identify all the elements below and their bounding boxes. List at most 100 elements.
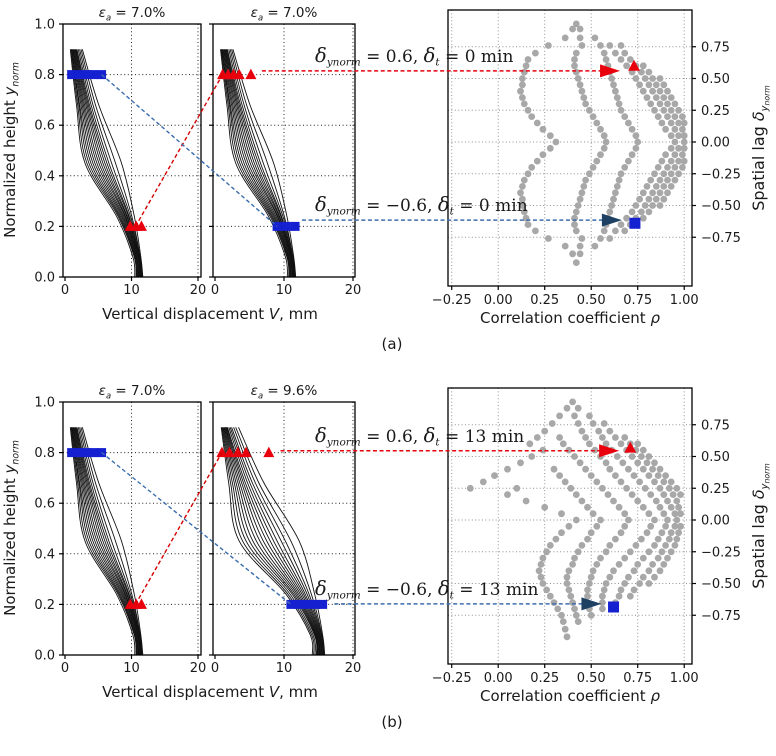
displacement-curve — [70, 427, 137, 656]
data-point — [621, 227, 629, 235]
plot-title-part: ε — [251, 383, 258, 399]
data-point — [539, 580, 547, 587]
data-point — [584, 503, 591, 511]
annotation-text-part: ynorm — [326, 436, 361, 448]
data-point — [645, 68, 653, 76]
x-axis-label-part: , mm — [279, 305, 318, 323]
data-point — [556, 434, 563, 441]
data-point — [606, 427, 614, 435]
y-tick-label: 0.2 — [34, 598, 55, 613]
data-point — [660, 491, 668, 498]
data-point — [576, 34, 584, 42]
data-point — [602, 138, 610, 146]
data-point — [576, 242, 584, 250]
displacement-curve — [231, 49, 296, 278]
data-point — [578, 189, 586, 197]
data-point — [589, 510, 597, 518]
data-point — [641, 202, 649, 209]
data-point — [606, 208, 614, 216]
red-triangle-marker — [223, 446, 235, 458]
x-axis-label-part: Vertical displacement — [102, 305, 269, 323]
scatter-x-axis-label-part: Correlation coefficient — [480, 309, 650, 327]
displacement-curve — [226, 427, 322, 656]
data-point — [576, 81, 584, 89]
displacement-curve — [228, 49, 295, 278]
data-point — [572, 49, 580, 57]
data-point — [667, 119, 675, 127]
y-tick-label: 0.6 — [34, 497, 55, 512]
blue-square-marker — [74, 70, 84, 80]
data-point — [602, 548, 610, 556]
displacement-curve — [225, 427, 320, 656]
line-plot-1: 0 10 20 1.0 0.8 0.6 0.4 0.2 0.0 εa = 7.0% — [34, 383, 206, 676]
data-point — [652, 497, 660, 505]
data-point — [578, 427, 586, 435]
red-triangle-marker — [232, 446, 244, 458]
data-point — [647, 100, 655, 108]
data-point — [591, 242, 599, 250]
data-point — [662, 522, 669, 530]
data-point — [649, 87, 656, 95]
data-point — [574, 420, 582, 427]
scatter-red-triangle-marker — [628, 59, 640, 71]
scatter-y-axis-label-part: y — [760, 483, 771, 490]
data-point — [578, 87, 586, 95]
panel-root: 0 10 201.00.80.60.40.20.0εa = 7.0%0 10 20εa … — [1, 383, 772, 731]
data-point — [576, 25, 584, 33]
displacement-curve — [72, 49, 140, 278]
data-point — [593, 157, 601, 165]
line-plot-1: 0 10 20 1.0 0.8 0.6 0.4 0.2 0.0 εa = 7.0% — [34, 5, 206, 298]
x-tick-label: 10 — [123, 283, 140, 298]
scatter-y-axis-label: Spatial lag δynorm — [749, 85, 772, 211]
data-point — [641, 75, 649, 82]
annotation-arrowhead — [581, 597, 602, 611]
scatter-x-tick-label: 0.75 — [623, 671, 652, 686]
data-point — [664, 176, 671, 184]
annotation-text-part: δ — [315, 577, 327, 600]
displacement-curve — [221, 427, 315, 656]
plot-title-part: ε — [99, 5, 106, 21]
data-point — [632, 144, 640, 152]
y-tick-label: 0.8 — [34, 446, 55, 461]
scatter-x-tick-label: 0.50 — [577, 293, 606, 308]
displacement-curve — [71, 49, 138, 278]
blue-diagonal-connector — [101, 74, 278, 227]
plot-title: εa = 9.6% — [251, 383, 318, 401]
data-point — [533, 157, 541, 165]
data-point — [599, 599, 606, 606]
data-point — [656, 503, 664, 511]
data-point — [569, 398, 576, 406]
data-point — [639, 189, 647, 197]
displacement-curve — [70, 49, 137, 278]
data-point — [565, 522, 573, 530]
blue-square-marker — [81, 70, 91, 80]
scatter-red-triangle-marker — [624, 441, 637, 453]
blue-square-marker — [286, 599, 296, 609]
data-point — [639, 573, 647, 581]
data-point — [645, 548, 653, 556]
annotation-text-part: t — [435, 436, 440, 448]
data-point — [671, 164, 679, 171]
data-point — [589, 567, 597, 575]
plot-title-part: = 7.0% — [111, 383, 165, 399]
data-point — [572, 227, 580, 235]
data-point — [621, 580, 629, 587]
data-point — [645, 81, 653, 89]
data-point — [574, 618, 582, 625]
blue-square-marker — [302, 599, 312, 609]
displacement-curve — [71, 427, 138, 656]
data-point — [628, 208, 636, 216]
data-point — [578, 542, 586, 549]
scatter-x-tick-label: 0.25 — [530, 671, 559, 686]
data-point — [572, 208, 580, 216]
red-triangle-marker — [233, 68, 245, 80]
data-point — [651, 542, 658, 549]
data-point — [649, 189, 656, 197]
scatter-y-axis-label-part: δ — [749, 489, 768, 499]
panel-b: 0 10 201.00.80.60.40.20.0εa = 7.0%0 10 20εa … — [1, 383, 772, 731]
data-point — [662, 125, 669, 133]
data-point — [565, 586, 573, 594]
data-point — [545, 42, 552, 49]
annotation-text-part: t — [435, 56, 440, 68]
data-point — [652, 195, 660, 203]
